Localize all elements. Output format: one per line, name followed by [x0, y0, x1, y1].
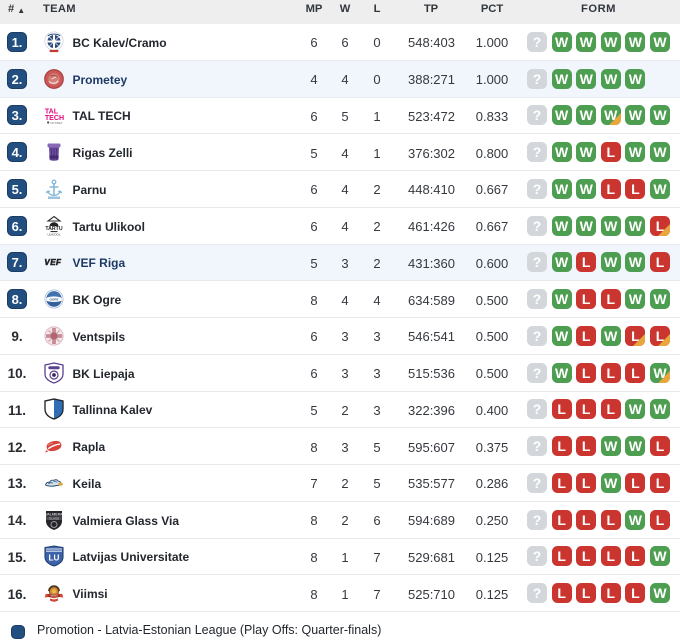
- svg-text:TECH: TECH: [45, 114, 64, 122]
- svg-text:LU: LU: [49, 554, 60, 563]
- svg-text:OPTIBET: OPTIBET: [50, 122, 63, 126]
- svg-text:TAL: TAL: [45, 108, 59, 116]
- svg-text:GLASS: GLASS: [49, 516, 59, 520]
- svg-text:VIIMSI: VIIMSI: [50, 595, 57, 598]
- svg-text:VEF: VEF: [44, 258, 62, 267]
- svg-text:TARTU: TARTU: [45, 225, 62, 231]
- svg-text:VALMIERA: VALMIERA: [46, 512, 64, 516]
- svg-text:OGRE: OGRE: [49, 298, 58, 302]
- svg-text:ULIKOOL: ULIKOOL: [47, 232, 60, 236]
